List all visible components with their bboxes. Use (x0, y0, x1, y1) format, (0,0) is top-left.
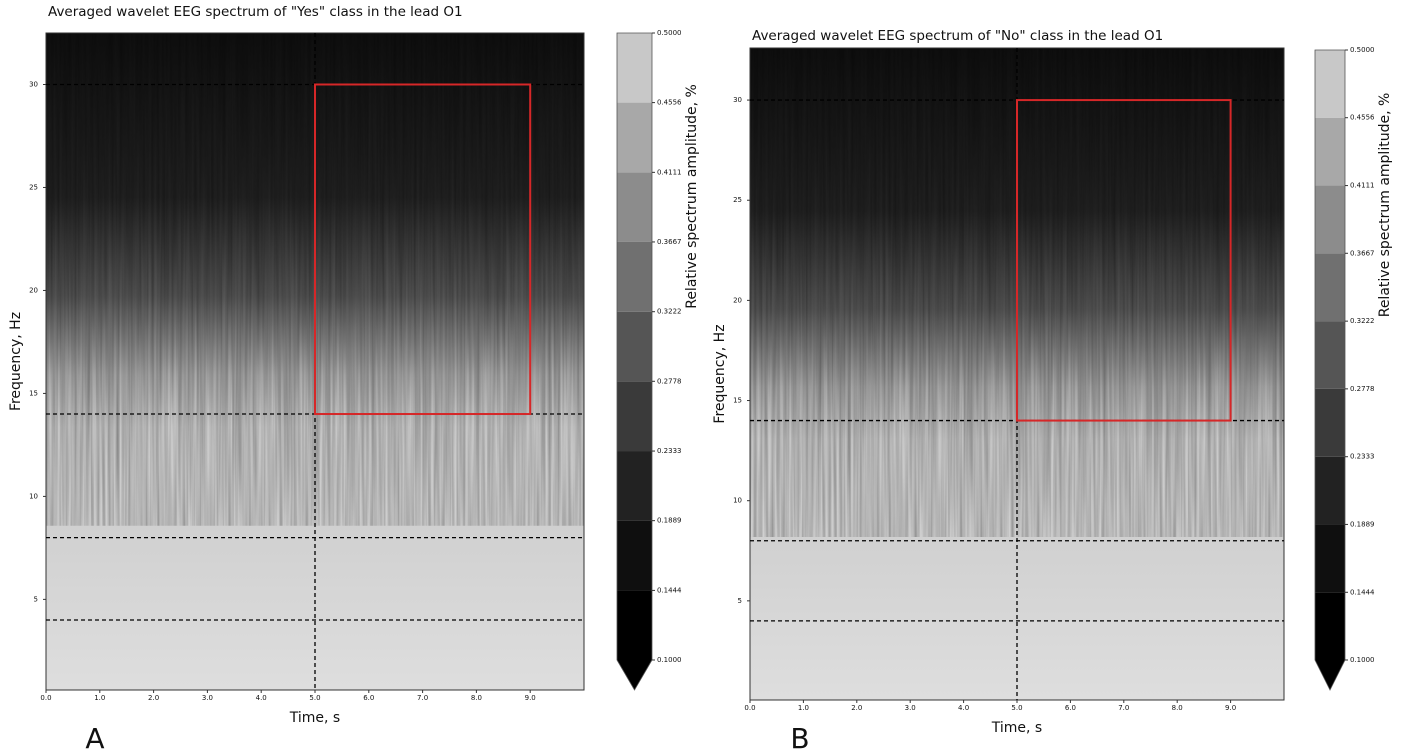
colorbar-tick-label: 0.1889 (1350, 520, 1375, 528)
colorbar-band (1315, 524, 1345, 593)
y-tick-label: 15 (733, 397, 742, 405)
panel-label: B (790, 722, 809, 755)
colorbar-band (1315, 456, 1345, 525)
colorbar-tick-label: 0.1444 (657, 586, 682, 594)
x-tick-label: 0.0 (744, 704, 755, 712)
x-tick-label: 3.0 (905, 704, 916, 712)
colorbar-extend (617, 660, 652, 690)
colorbar-tick-label: 0.3222 (657, 308, 682, 316)
x-tick-label: 2.0 (148, 694, 159, 702)
colorbar-tick-label: 0.3222 (1350, 317, 1375, 325)
colorbar-tick-label: 0.4556 (1350, 114, 1375, 122)
colorbar-tick-label: 0.2778 (657, 377, 682, 385)
colorbar-tick-label: 0.5000 (1350, 46, 1375, 54)
y-tick-label: 20 (733, 296, 742, 304)
colorbar-frame (1314, 49, 1346, 691)
colorbar-band (617, 241, 652, 312)
colorbar-tick-label: 0.2333 (657, 447, 682, 455)
highlight-box (314, 83, 532, 416)
colorbar-band (1315, 388, 1345, 457)
x-tick-label: 5.0 (1011, 704, 1022, 712)
x-tick-label: 8.0 (471, 694, 482, 702)
colorbar-tick-label: 0.3667 (657, 238, 682, 246)
x-tick-label: 7.0 (1118, 704, 1129, 712)
colorbar-tick-label: 0.4556 (657, 99, 682, 107)
y-tick-label: 25 (733, 196, 742, 204)
x-axis-label: Time, s (289, 710, 340, 726)
y-tick-label: 10 (29, 492, 38, 500)
colorbar-label: Relative spectrum amplitude, % (1377, 93, 1393, 318)
x-tick-label: 9.0 (1225, 704, 1236, 712)
colorbar-band (1315, 253, 1345, 322)
y-axis-label: Frequency, Hz (712, 324, 728, 423)
y-tick-label: 20 (29, 286, 38, 294)
colorbar-band (617, 451, 652, 521)
x-tick-label: 8.0 (1172, 704, 1183, 712)
y-tick-label: 10 (733, 497, 742, 505)
colorbar-label: Relative spectrum amplitude, % (684, 84, 700, 309)
colorbar-band (1315, 185, 1345, 254)
colorbar-tick-label: 0.5000 (657, 29, 682, 37)
colorbar-extend (1315, 660, 1345, 690)
y-tick-label: 25 (29, 183, 38, 191)
y-tick-label: 5 (34, 595, 38, 603)
x-tick-label: 6.0 (363, 694, 374, 702)
colorbar-band (617, 590, 652, 660)
colorbar-tick-label: 0.1000 (1350, 656, 1375, 664)
y-tick-label: 5 (738, 597, 742, 605)
x-tick-label: 9.0 (525, 694, 536, 702)
colorbar-band (1315, 117, 1345, 186)
x-tick-label: 1.0 (94, 694, 105, 702)
y-tick-label: 30 (733, 96, 742, 104)
colorbar-frame (616, 32, 653, 691)
x-tick-label: 6.0 (1065, 704, 1076, 712)
colorbar-band (617, 311, 652, 382)
colorbar-band (617, 381, 652, 452)
x-tick-label: 4.0 (958, 704, 969, 712)
colorbar-tick-label: 0.1444 (1350, 588, 1375, 596)
colorbar-tick-label: 0.4111 (657, 168, 682, 176)
x-tick-label: 1.0 (798, 704, 809, 712)
x-tick-label: 4.0 (256, 694, 267, 702)
highlight-box (1016, 99, 1232, 422)
colorbar-band (617, 172, 652, 242)
colorbar-tick-label: 0.3667 (1350, 249, 1375, 257)
x-tick-label: 0.0 (40, 694, 51, 702)
colorbar-tick-label: 0.4111 (1350, 182, 1375, 190)
y-tick-label: 15 (29, 389, 38, 397)
colorbar-band (617, 520, 652, 591)
x-tick-label: 7.0 (417, 694, 428, 702)
x-tick-label: 2.0 (851, 704, 862, 712)
colorbar-band (617, 33, 652, 103)
x-tick-label: 5.0 (309, 694, 320, 702)
x-axis-label: Time, s (991, 720, 1042, 736)
colorbar-band (617, 102, 652, 173)
colorbar-band (1315, 321, 1345, 389)
colorbar-tick-label: 0.2333 (1350, 453, 1375, 461)
y-tick-label: 30 (29, 80, 38, 88)
y-axis-label: Frequency, Hz (8, 312, 24, 411)
chart-title: Averaged wavelet EEG spectrum of "No" cl… (752, 28, 1163, 44)
colorbar-band (1315, 592, 1345, 660)
colorbar-tick-label: 0.1000 (657, 656, 682, 664)
panel-label: A (85, 722, 104, 755)
x-tick-label: 3.0 (202, 694, 213, 702)
chart-title: Averaged wavelet EEG spectrum of "Yes" c… (48, 4, 463, 20)
colorbar-band (1315, 50, 1345, 118)
colorbar-tick-label: 0.1889 (657, 517, 682, 525)
colorbar-tick-label: 0.2778 (1350, 385, 1375, 393)
